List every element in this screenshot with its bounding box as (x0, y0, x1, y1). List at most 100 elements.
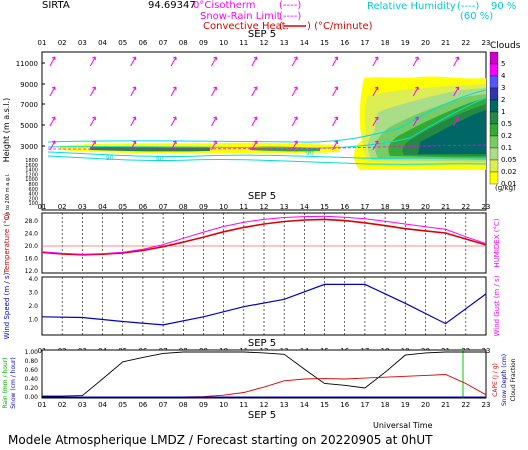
wind-arrow-12 (49, 86, 56, 97)
rain-bottom-hour-tick-14: 14 (300, 401, 309, 409)
wind-arrow-head-30 (334, 116, 338, 120)
cloud-fraction-line (42, 351, 486, 397)
wind-arrow-7 (291, 56, 298, 67)
wind-arrow-head-19 (334, 86, 338, 90)
colorbar-swatch-2 (489, 75, 499, 89)
site-name: SIRTA (42, 0, 70, 11)
isotherm-label: 0°Cisotherm (193, 0, 256, 11)
date-label-bottom: SEP 5 (248, 410, 276, 421)
rain-bottom-hour-tick-17: 17 (360, 401, 369, 409)
rh-label: Relative Humidity (367, 1, 456, 12)
rh-contour-4 (47, 155, 487, 165)
wind-lines (41, 283, 487, 326)
rain-bottom-hour-tick-09: 09 (199, 401, 208, 409)
top-hour-tick-15: 15 (320, 39, 329, 47)
top-hour-tick-09: 09 (199, 39, 208, 47)
colorbar-swatch-5 (489, 111, 499, 125)
colorbar-label-0.5: 0.5 (501, 120, 512, 128)
top-hour-tick-20: 20 (421, 39, 430, 47)
wind-arrow-29 (291, 116, 298, 127)
colorbar-label-4: 4 (501, 72, 506, 80)
mid-hour-tick-02: 02 (58, 203, 67, 211)
date-label-top: SEP 5 (248, 29, 276, 40)
wind-arrow-head-3 (132, 56, 137, 60)
rain-bottom-hour-tick-13: 13 (280, 401, 289, 409)
clouds-y-axis: 1100090007000500030001800160014001200100… (16, 60, 45, 207)
rain-bottom-hour-tick-04: 04 (98, 401, 107, 409)
colorbar-swatch-7 (489, 135, 499, 149)
rain-bottom-hour-tick-08: 08 (179, 401, 188, 409)
temperature-panel: 28.0 24.0 20.0 16.0 12.0 Temperature (°C) HU… (3, 212, 501, 275)
wind-arrow-30 (332, 116, 338, 127)
snowrain-symbol: (----) (279, 11, 301, 22)
clouds-ytick-7000: 7000 (20, 101, 38, 109)
mid-hour-tick-15: 15 (320, 203, 329, 211)
wind-arrow-head-29 (293, 116, 298, 120)
clouds-ytick-1400: 1400 (25, 168, 38, 174)
wind-arrow-22 (453, 86, 460, 97)
mid-hour-tick-19: 19 (401, 203, 410, 211)
wind-arrow-40 (291, 140, 298, 151)
rain-panel: SEP 5 01 02 03 04 05 06 07 08 09 10 11 12 13 14 15 16 17… (2, 338, 517, 421)
wind-arrow-23 (49, 116, 56, 127)
wind-ytick-1.0: 1.0 (28, 317, 38, 324)
clouds-ylabel2: Up to 200 m a.g.l. (5, 173, 11, 218)
wind-arrow-32 (412, 116, 419, 127)
clouds-colorbar: Clouds 5 4 3 2 1 0.5 0.2 0.1 0.05 0.02 0.01 (g/kg) (489, 41, 521, 192)
temperature-y-axis: 28.0 24.0 20.0 16.0 12.0 (25, 218, 39, 275)
wind-arrow-6 (251, 56, 258, 67)
colorbar-label-2: 2 (501, 96, 505, 104)
rain-bottom-hour-tick-01: 01 (38, 401, 47, 409)
isotherm-symbol: (----) (279, 0, 301, 11)
snowdepth-ylabel: Snow Depth (cm) (501, 354, 508, 406)
rain-ytick-0.80: 0.80 (25, 358, 39, 365)
rh-symbol: (----) (457, 1, 479, 12)
wind-arrow-17 (251, 86, 258, 97)
mid-hour-tick-17: 17 (360, 203, 369, 211)
wind-arrow-head-25 (132, 116, 137, 120)
wind-arrow-head-4 (172, 56, 177, 60)
rain-bottom-hour-tick-15: 15 (320, 401, 329, 409)
snowrain-label: Snow-Rain Limit (200, 11, 281, 22)
wind-arrow-head-6 (253, 56, 258, 60)
top-hour-tick-04: 04 (98, 39, 107, 47)
rain-bottom-hour-tick-06: 06 (138, 401, 147, 409)
top-hour-tick-08: 08 (179, 39, 188, 47)
mid-hour-tick-11: 11 (239, 203, 248, 211)
wind-arrow-16 (211, 86, 217, 97)
colorbar-swatch-1 (489, 63, 499, 77)
wind-arrow-8 (332, 56, 338, 67)
clouds-ytick-100: 100 (28, 201, 38, 207)
wind-arrow-head-14 (132, 86, 137, 90)
temperature-grid (61, 213, 467, 273)
clouds-panel: 90 90 90 1100090007000500030001800160014… (2, 51, 487, 219)
top-hour-tick-11: 11 (239, 39, 248, 47)
rain-bottom-hour-tick-20: 20 (421, 401, 430, 409)
colorbar-title: Clouds (490, 41, 521, 51)
clouds-ytick-3000: 3000 (20, 143, 38, 151)
clouds-ytick-200: 200 (28, 196, 38, 202)
colorbar-swatches: 5 4 3 2 1 0.5 0.2 0.1 0.05 0.02 0.01 (489, 51, 517, 188)
temperature-ytick-20.0: 20.0 (25, 243, 39, 250)
top-hour-tick-02: 02 (58, 39, 67, 47)
wind-arrow-36 (130, 140, 137, 151)
wind-arrow-18 (291, 86, 298, 97)
colorbar-swatch-9 (489, 159, 499, 173)
mid-hour-tick-03: 03 (78, 203, 87, 211)
cloud-layer-1 (418, 110, 486, 154)
rain-ytick-0.40: 0.40 (25, 376, 39, 383)
cape-ylabel: CAPE (J / g) (492, 363, 499, 397)
rain-y-axis: 1.00 0.80 0.60 0.40 0.20 0.00 (25, 349, 39, 401)
colorbar-label-0.1: 0.1 (501, 144, 512, 152)
wind-arrow-head-41 (334, 140, 338, 144)
date-label-mid: SEP 5 (248, 191, 276, 202)
clouds-ytick-1200: 1200 (25, 172, 38, 178)
wind-arrow-head-22 (455, 86, 460, 90)
rh-contour-label-2: 90 (156, 156, 164, 163)
rain-bottom-hour-tick-22: 22 (461, 401, 470, 409)
rain-bottom-hour-tick-12: 12 (260, 401, 269, 409)
mid-hour-tick-22: 22 (461, 203, 470, 211)
top-hour-tick-07: 07 (159, 39, 168, 47)
mid-hour-tick-05: 05 (118, 203, 127, 211)
top-hour-tick-18: 18 (381, 39, 390, 47)
